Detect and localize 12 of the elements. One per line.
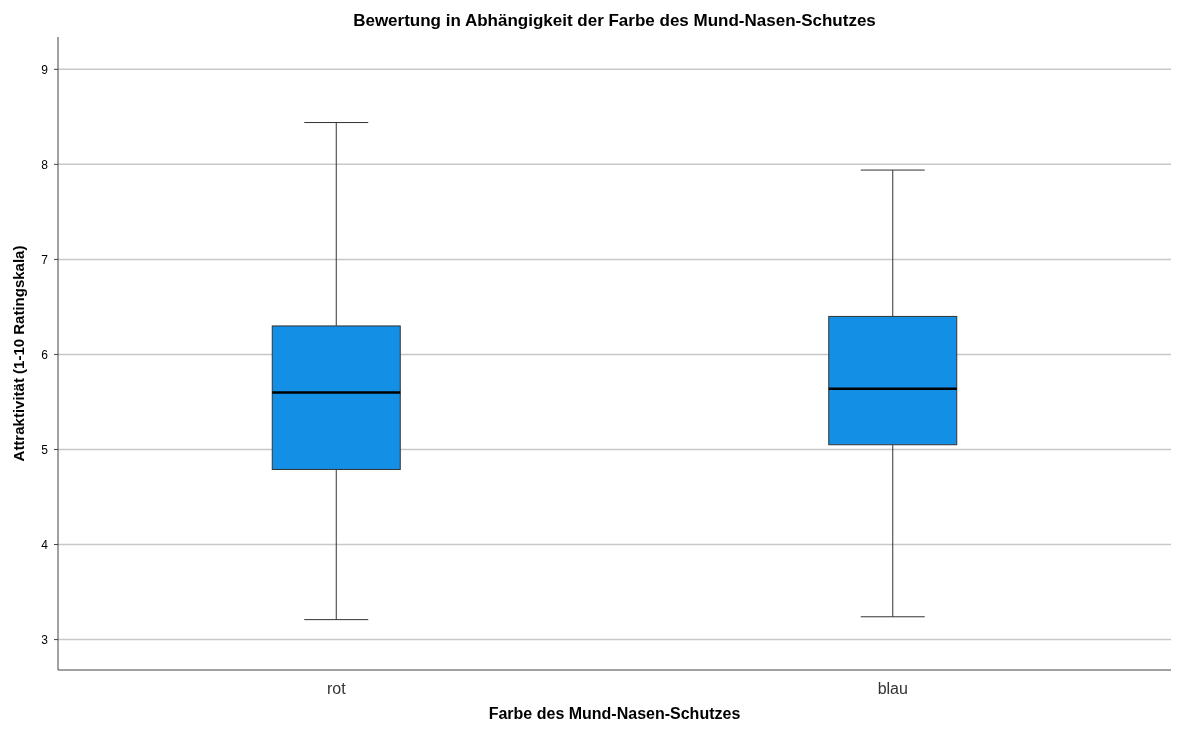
y-tick-label: 5 [41, 442, 49, 457]
y-axis-title: Attraktivität (1-10 Ratingskala) [10, 245, 27, 462]
x-tick-label: rot [326, 680, 347, 697]
y-tick-label: 7 [41, 252, 49, 267]
x-axis-title: Farbe des Mund-Nasen-Schutzes [488, 705, 741, 722]
y-tick-label: 6 [41, 347, 49, 362]
x-tick-label: blau [877, 680, 908, 697]
y-tick-label: 4 [41, 537, 49, 552]
y-tick-label: 8 [41, 157, 49, 172]
chart-title: Bewertung in Abhängigkeit der Farbe des Mund-Nasen-Schutzes [353, 11, 876, 30]
y-tick-label: 9 [41, 62, 49, 77]
y-tick-label: 3 [41, 632, 49, 647]
